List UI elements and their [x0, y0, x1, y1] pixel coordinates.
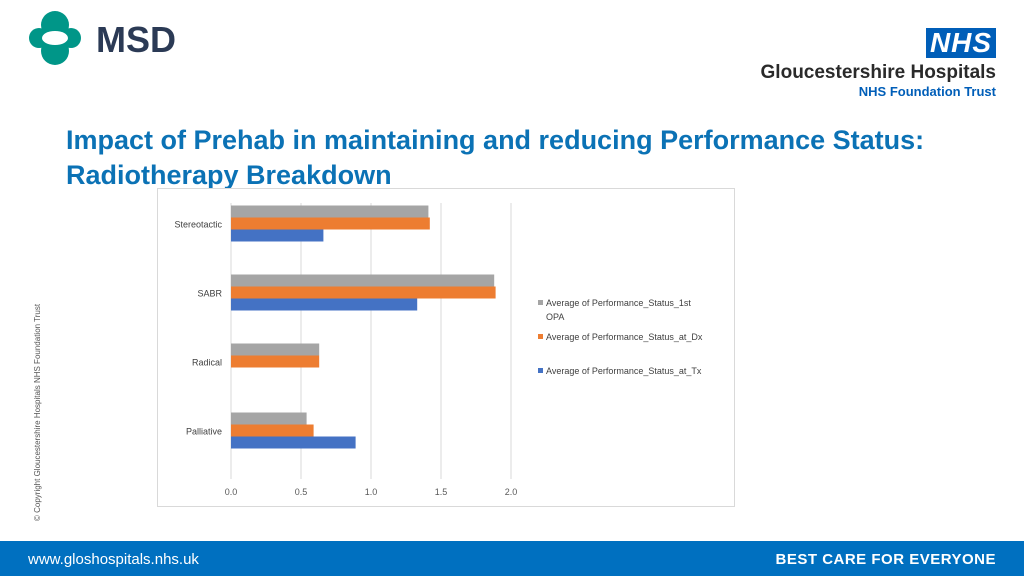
x-tick-label: 1.5: [435, 487, 448, 497]
chart-svg: 0.0 0.5 1.0 1.5 2.0 Stereotactic SABR Radical Pa…: [174, 203, 703, 497]
bar-sabr-0: [231, 274, 495, 287]
footer-bar: www.gloshospitals.nhs.uk BEST CARE FOR E…: [0, 541, 1024, 576]
x-tick-label: 2.0: [505, 487, 518, 497]
msd-mark-icon: [29, 11, 81, 65]
title-line-2: Radiotherapy Breakdown: [66, 160, 392, 190]
bar-radical-1: [231, 355, 320, 368]
category-label: Stereotactic: [174, 220, 222, 230]
bar-sabr-2: [231, 298, 418, 311]
bar-stereotactic-0: [231, 205, 429, 218]
legend-swatch: [538, 368, 543, 373]
chart: 0.0 0.5 1.0 1.5 2.0 Stereotactic SABR Radical Pa…: [157, 188, 735, 507]
bar-palliative-2: [231, 436, 356, 449]
nhs-logo: NHS Gloucestershire Hospitals NHS Founda…: [716, 28, 996, 100]
nhs-organisation-name: Gloucestershire Hospitals: [760, 62, 996, 83]
x-tick-label: 0.5: [295, 487, 308, 497]
category-label: Radical: [192, 358, 222, 368]
legend-label: Average of Performance_Status_at_Tx: [546, 366, 702, 376]
title-line-1: Impact of Prehab in maintaining and redu…: [66, 125, 925, 155]
bar-palliative-0: [231, 412, 307, 425]
msd-logo: MSD: [26, 10, 186, 66]
x-tick-label: 0.0: [225, 487, 238, 497]
bar-stereotactic-1: [231, 217, 430, 230]
copyright-notice: © Copyright Gloucestershire Hospitals NH…: [33, 303, 42, 521]
legend-label: Average of Performance_Status_at_Dx: [546, 332, 703, 342]
category-label: SABR: [197, 289, 222, 299]
page-title: Impact of Prehab in maintaining and redu…: [66, 123, 1006, 193]
x-tick-label: 1.0: [365, 487, 378, 497]
msd-wordmark: MSD: [96, 19, 176, 60]
footer-url[interactable]: www.gloshospitals.nhs.uk: [28, 551, 199, 568]
legend-label: OPA: [546, 312, 564, 322]
nhs-trust-name: NHS Foundation Trust: [858, 84, 996, 99]
bar-stereotactic-2: [231, 229, 324, 242]
footer-tagline: BEST CARE FOR EVERYONE: [775, 551, 996, 568]
legend-swatch: [538, 334, 543, 339]
category-label: Palliative: [186, 427, 222, 437]
nhs-badge: NHS: [926, 28, 996, 58]
bar-sabr-1: [231, 286, 496, 299]
legend-label: Average of Performance_Status_1st: [546, 298, 691, 308]
legend-swatch: [538, 300, 543, 305]
bar-radical-0: [231, 343, 320, 356]
bar-palliative-1: [231, 424, 314, 437]
